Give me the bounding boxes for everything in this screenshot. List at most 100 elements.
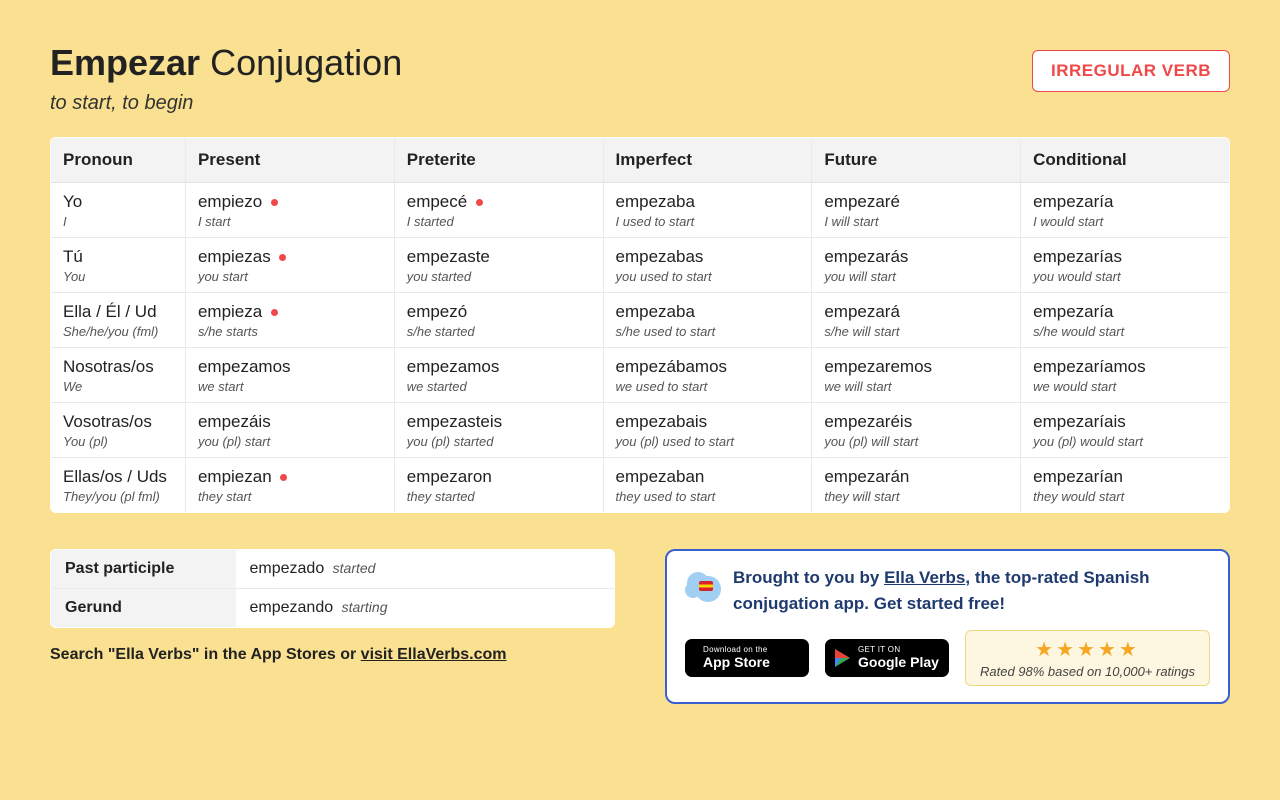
table-row: Ellas/os / Uds They/you (pl fml) empiezan … [51,458,1230,513]
conjugation-cell: empezaréis you (pl) will start [812,403,1021,458]
conjugation-cell: empezáis you (pl) start [185,403,394,458]
verb-gloss: I started [407,214,591,229]
verb-form: empezaríamos [1033,357,1217,377]
verb-gloss: you used to start [616,269,800,284]
pronoun-cell: Ella / Él / UdShe/he/you (fml) [51,293,186,348]
pronoun-gloss: You (pl) [63,434,173,449]
conjugation-cell: empezaránthey will start [812,458,1021,513]
verb-form: empezaba [616,302,800,322]
pronoun-form: Vosotras/os [63,412,173,432]
conjugation-table: Pronoun Present Preterite Imperfect Futu… [50,137,1230,513]
conjugation-cell: empezaremos we will start [812,348,1021,403]
verb-form: empezarás [824,247,1008,267]
conjugation-cell: empezaba s/he used to start [603,293,812,348]
verb-form: empezaré [824,192,1008,212]
pronoun-gloss: We [63,379,173,394]
irregular-dot-icon [279,254,286,261]
table-row: Nosotras/os We empezamos we start empezamosw… [51,348,1230,403]
verb-form: empezó [407,302,591,322]
pronoun-gloss: I [63,214,173,229]
conjugation-cell: empiezas you start [185,238,394,293]
verb-gloss: you would start [1033,269,1217,284]
verb-form: empezará [824,302,1008,322]
google-play-button[interactable]: GET IT ON Google Play [825,639,949,677]
conjugation-cell: empiezan they start [185,458,394,513]
conjugation-cell: empecé I started [394,183,603,238]
pronoun-form: Ellas/os / Uds [63,467,173,487]
verb-form: empezaría [1033,302,1217,322]
irregular-dot-icon [476,199,483,206]
verb-form: empiezan [198,467,382,487]
pronoun-form: Ella / Él / Ud [63,302,173,322]
verb-meaning: to start, to begin [50,92,402,115]
verb-form: empezarían [1033,467,1217,487]
verb-form: empezabais [616,412,800,432]
page-title: Empezar Conjugation [50,42,402,84]
verb-gloss: I start [198,214,382,229]
verb-gloss: they used to start [616,489,800,504]
verb-form: empezaréis [824,412,1008,432]
rating-box: ★★★★★ Rated 98% based on 10,000+ ratings [965,630,1210,686]
verb-gloss: s/he starts [198,324,382,339]
promo-icon [685,568,721,604]
verb-gloss: s/he would start [1033,324,1217,339]
conjugation-cell: empezamoswe started [394,348,603,403]
conjugation-cell: empezasteisyou (pl) started [394,403,603,458]
col-pronoun: Pronoun [51,138,186,183]
verb-gloss: I would start [1033,214,1217,229]
verb-form: empezamos [198,357,382,377]
pronoun-cell: Vosotras/os You (pl) [51,403,186,458]
pronoun-form: Nosotras/os [63,357,173,377]
past-participle-value: empezado started [236,550,615,589]
conjugation-cell: empezó s/he started [394,293,603,348]
google-play-icon [835,649,850,667]
pronoun-gloss: They/you (pl fml) [63,489,173,504]
gerund-value: empezando starting [236,589,615,628]
forms-table: Past participle empezado started Gerund … [50,549,615,628]
past-participle-row: Past participle empezado started [51,550,615,589]
ellaverbs-promo-link[interactable]: Ella Verbs [884,568,965,587]
verb-name: Empezar [50,42,200,83]
irregular-dot-icon [271,199,278,206]
promo-box: Brought to you by Ella Verbs, the top-ra… [665,549,1230,704]
verb-gloss: we start [198,379,382,394]
verb-form: empiezo [198,192,382,212]
col-preterite: Preterite [394,138,603,183]
pronoun-cell: Nosotras/os We [51,348,186,403]
conjugation-cell: empezabaI used to start [603,183,812,238]
conjugation-cell: empezarásyou will start [812,238,1021,293]
table-row: Vosotras/os You (pl) empezáis you (pl) star… [51,403,1230,458]
pronoun-cell: YoI [51,183,186,238]
table-row: Ella / Él / UdShe/he/you (fml)empieza s/… [51,293,1230,348]
verb-gloss: they start [198,489,382,504]
col-present: Present [185,138,394,183]
col-conditional: Conditional [1021,138,1230,183]
app-store-button[interactable]: Download on the App Store [685,639,809,677]
col-future: Future [812,138,1021,183]
verb-form: empezasteis [407,412,591,432]
conjugation-cell: empezaréI will start [812,183,1021,238]
verb-form: empezaba [616,192,800,212]
pronoun-form: Tú [63,247,173,267]
search-instruction: Search "Ella Verbs" in the App Stores or… [50,646,615,664]
verb-gloss: s/he used to start [616,324,800,339]
verb-form: empecé [407,192,591,212]
ellaverbs-link[interactable]: visit EllaVerbs.com [361,646,507,663]
verb-form: empezaríais [1033,412,1217,432]
title-suffix: Conjugation [200,42,402,83]
verb-gloss: you (pl) will start [824,434,1008,449]
conjugation-cell: empezaríamoswe would start [1021,348,1230,403]
verb-form: empezaremos [824,357,1008,377]
verb-gloss: you (pl) start [198,434,382,449]
promo-text: Brought to you by Ella Verbs, the top-ra… [733,565,1210,616]
verb-gloss: we will start [824,379,1008,394]
conjugation-cell: empezaronthey started [394,458,603,513]
table-header-row: Pronoun Present Preterite Imperfect Futu… [51,138,1230,183]
conjugation-cell: empiezo I start [185,183,394,238]
verb-gloss: you (pl) would start [1033,434,1217,449]
verb-gloss: we used to start [616,379,800,394]
conjugation-cell: empezarás/he will start [812,293,1021,348]
verb-gloss: you started [407,269,591,284]
verb-form: empezáis [198,412,382,432]
verb-gloss: s/he started [407,324,591,339]
